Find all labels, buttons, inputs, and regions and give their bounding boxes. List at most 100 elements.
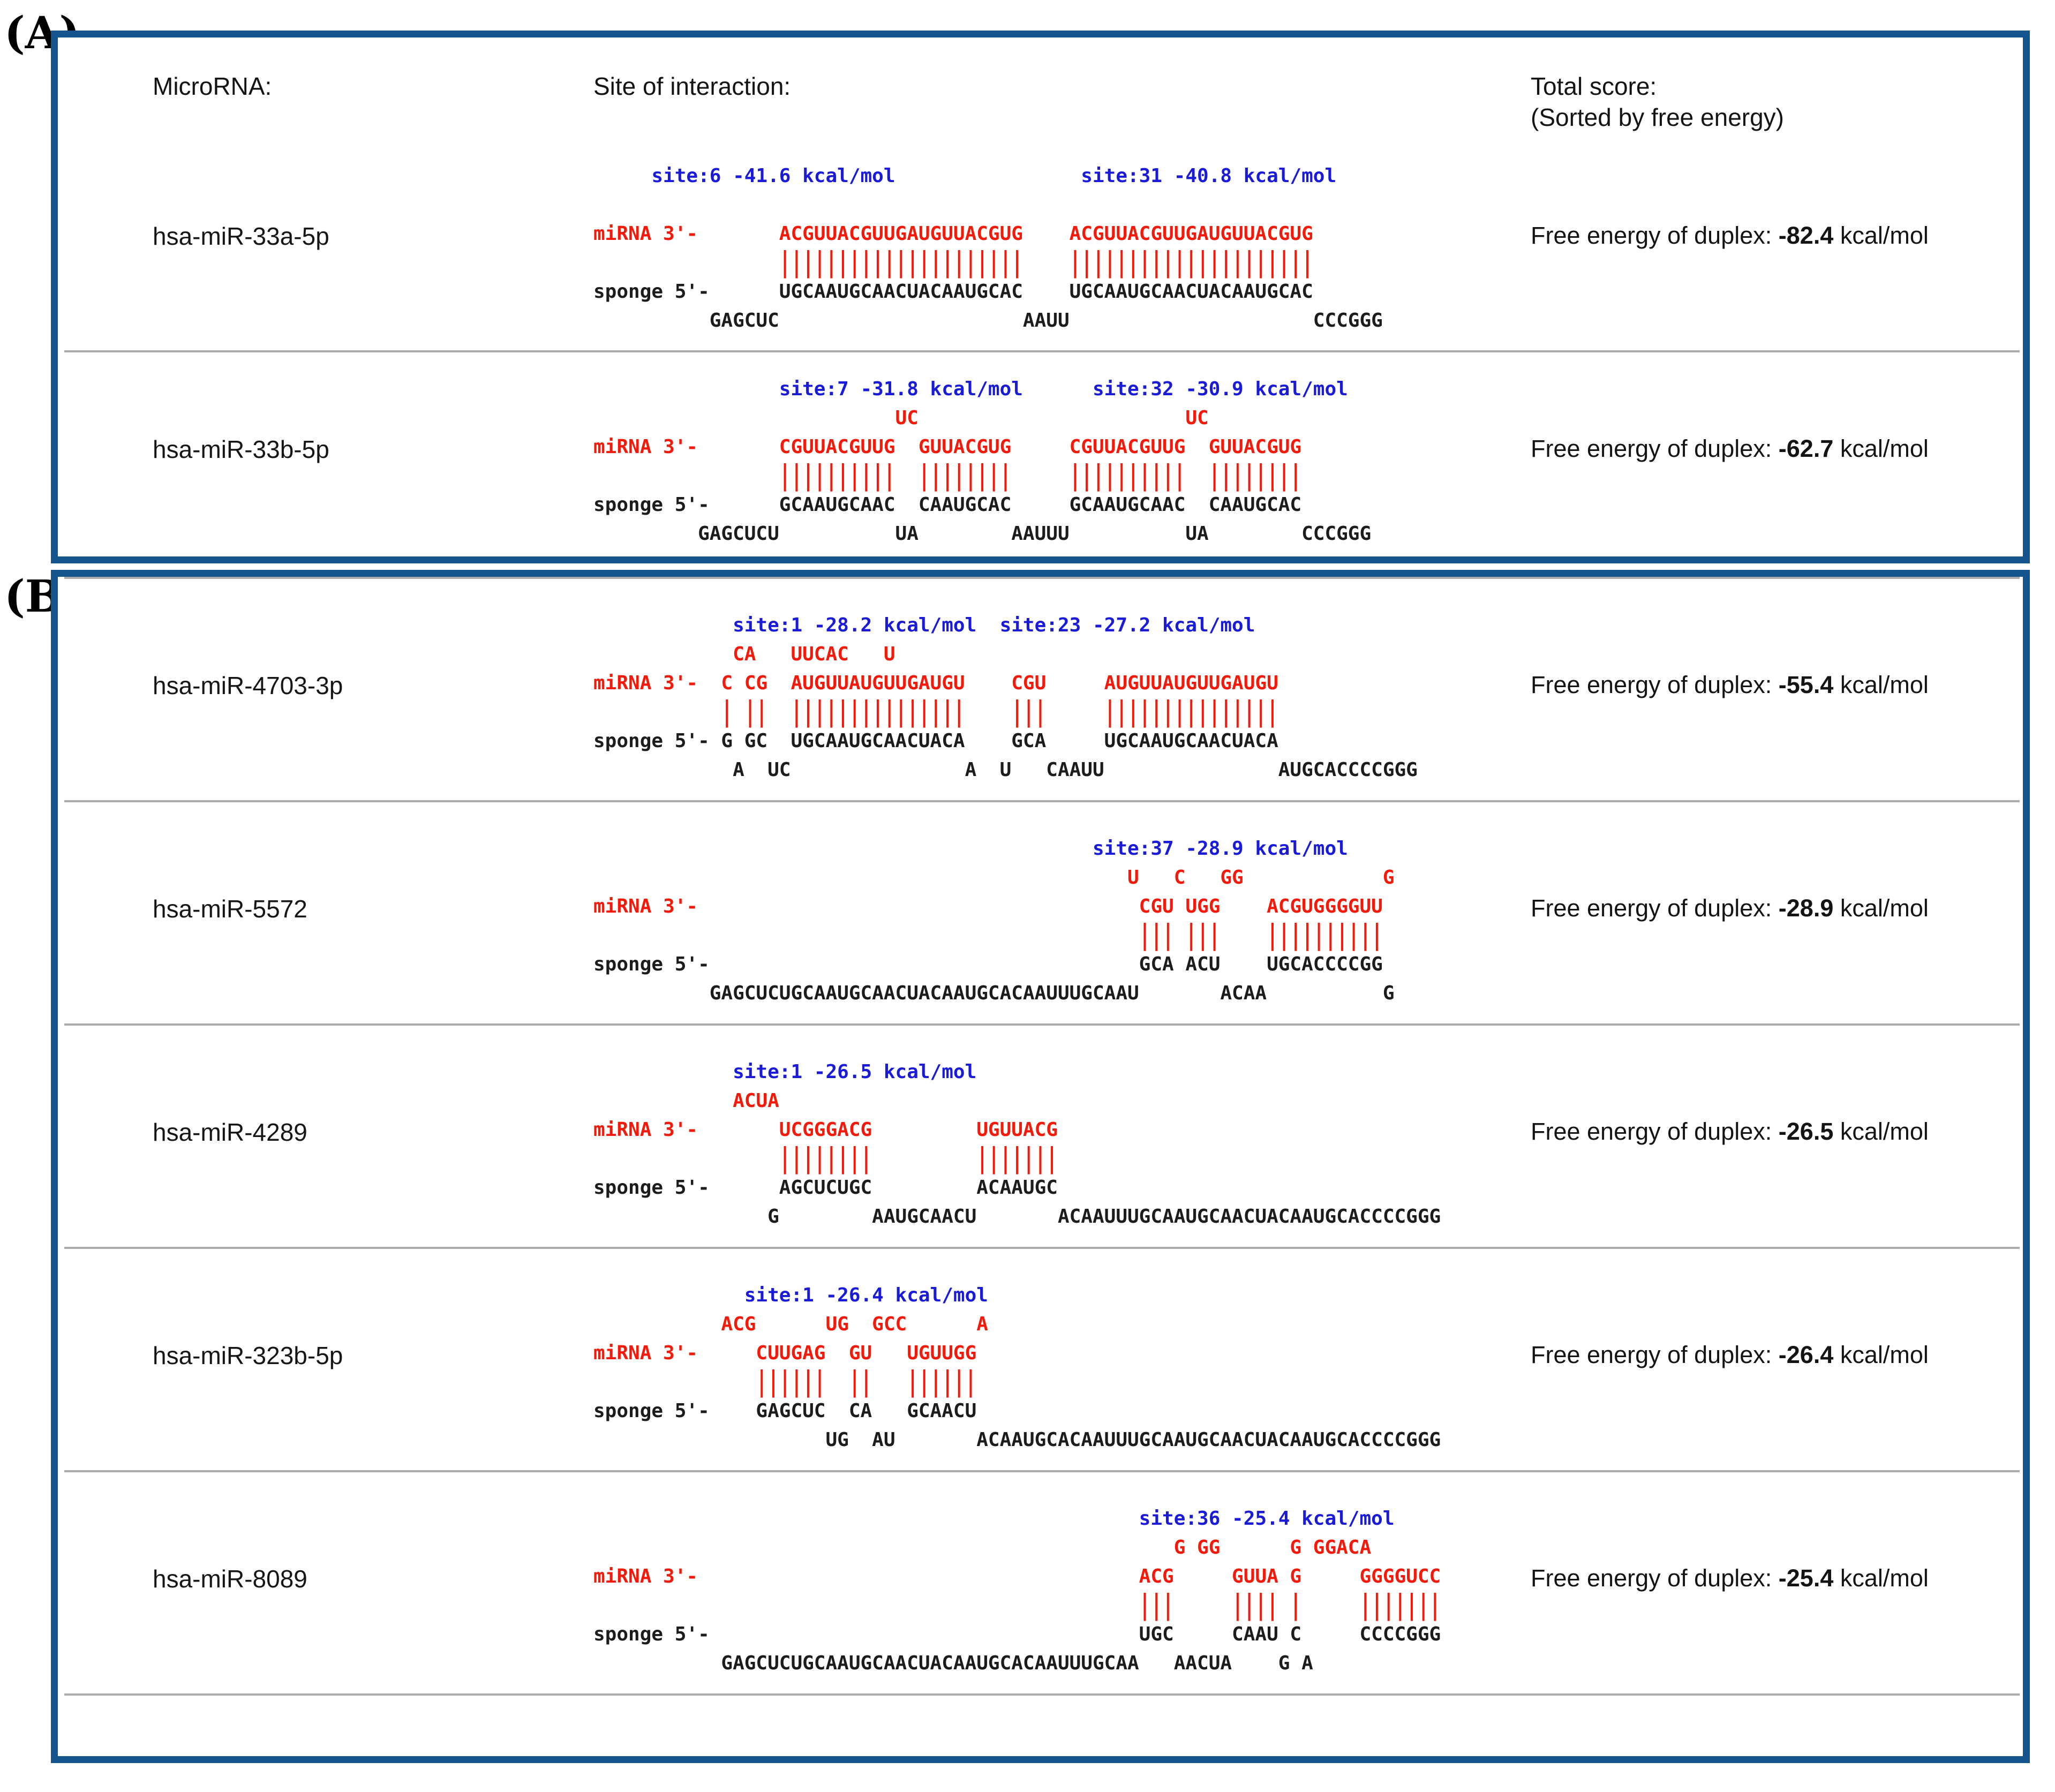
alignment-line-sponge: sponge 5'- UGCAAUGCAACUACAAUGCAC UGCAAUG… [593,281,1313,303]
header-site-of-interaction: Site of interaction: [593,72,791,100]
alignment-line-site: site:36 -25.4 kcal/mol [593,1508,1395,1530]
header-total-score-line1: Total score: [1531,72,1657,100]
alignment-line-sponge: sponge 5'- GAGCUC CA GCAACU [593,1400,977,1422]
alignment-line-pairs: ||||||||||||||||||||| ||||||||||||||||||… [593,246,1313,278]
free-energy-value: -55.4 [1778,671,1834,698]
alignment-line-pairs: ||| ||| |||||||||| [593,919,1383,951]
alignment-block: site:1 -26.5 kcal/mol ACUA miRNA 3'- UCG… [593,1058,1531,1231]
free-energy-unit: kcal/mol [1840,435,1929,462]
alignment-line-pairs: | || ||||||||||||||| ||| ||||||||||||||| [593,696,1278,728]
alignment-line-mirna: miRNA 3'- CGUUACGUUG GUUACGUG CGUUACGUUG… [593,436,1302,458]
alignment-line-mirna: miRNA 3'- UCGGGACG UGUUACG [593,1119,1058,1141]
free-energy-unit: kcal/mol [1840,222,1929,249]
alignment-line-site: site:1 -26.5 kcal/mol [593,1061,977,1083]
free-energy: Free energy of duplex: -62.7 kcal/mol [1531,375,2023,548]
alignment-line-sponge: sponge 5'- GCAAUGCAAC CAAUGCAC GCAAUGCAA… [593,494,1302,516]
alignment-line-site: site:37 -28.9 kcal/mol [593,838,1348,860]
alignment-line-unpaired: GAGCUC AAUU CCCGGG [593,310,1383,332]
free-energy-prefix: Free energy of duplex: [1531,222,1772,249]
row-divider [64,577,2020,579]
free-energy-prefix: Free energy of duplex: [1531,1118,1772,1145]
free-energy-value: -26.4 [1778,1341,1834,1368]
alignment-line-mirna: miRNA 3'- CUUGAG GU UGUUGG [593,1342,977,1364]
alignment-line-unpaired: GAGCUCUGCAAUGCAACUACAAUGCACAAUUUGCAAU AC… [593,982,1395,1004]
mirna-row-4703-3p: hsa-miR-4703-3p site:1 -28.2 kcal/mol si… [58,579,2023,800]
header-microrna: MicroRNA: [153,72,272,100]
free-energy-prefix: Free energy of duplex: [1531,1564,1772,1592]
row-divider [64,1247,2020,1249]
free-energy-unit: kcal/mol [1840,671,1929,698]
alignment-line-sponge: sponge 5'- UGC CAAU C CCCCGGG [593,1623,1441,1645]
alignment-line-site: site:7 -31.8 kcal/mol site:32 -30.9 kcal… [593,378,1348,400]
header-total-score: Total score: (Sorted by free energy) [1531,71,2023,139]
alignment-line-mirna: miRNA 3'- C CG AUGUUAUGUUGAUGU CGU AUGUU… [593,672,1278,694]
table-header: MicroRNA: Site of interaction: Total sco… [58,37,2023,139]
mirna-row-323b-5p: hsa-miR-323b-5p site:1 -26.4 kcal/mol AC… [58,1249,2023,1470]
header-total-score-line2: (Sorted by free energy) [1531,103,1785,131]
free-energy-value: -82.4 [1778,222,1834,249]
mirna-name: hsa-miR-8089 [153,1565,307,1593]
row-divider [64,1023,2020,1026]
alignment-line-unpaired: G AAUGCAACU ACAAUUUGCAAUGCAACUACAAUGCACC… [593,1206,1441,1228]
row-divider [64,800,2020,802]
mirna-row-8089: hsa-miR-8089 site:36 -25.4 kcal/mol G GG… [58,1472,2023,1693]
alignment-line-bulge: ACUA [593,1090,779,1112]
free-energy-unit: kcal/mol [1840,1564,1929,1592]
alignment-line-bulge: CA UUCAC U [593,643,895,665]
mirna-name: hsa-miR-4703-3p [153,672,343,699]
free-energy-unit: kcal/mol [1840,1341,1929,1368]
alignment-line-unpaired: UG AU ACAAUGCACAAUUUGCAAUGCAACUACAAUGCAC… [593,1429,1441,1451]
free-energy: Free energy of duplex: -55.4 kcal/mol [1531,611,2023,785]
free-energy-prefix: Free energy of duplex: [1531,671,1772,698]
alignment-block: site:7 -31.8 kcal/mol site:32 -30.9 kcal… [593,375,1531,548]
mirna-row-4289: hsa-miR-4289 site:1 -26.5 kcal/mol ACUA … [58,1026,2023,1247]
alignment-block: site:1 -26.4 kcal/mol ACG UG GCC A miRNA… [593,1281,1531,1455]
alignment-block: site:6 -41.6 kcal/mol site:31 -40.8 kcal… [593,162,1531,335]
row-divider [64,1693,2020,1696]
free-energy-value: -28.9 [1778,894,1834,922]
alignment-line-blank [593,191,1531,220]
alignment-line-site: site:6 -41.6 kcal/mol site:31 -40.8 kcal… [593,165,1337,187]
mirna-row-33a-5p: hsa-miR-33a-5p site:6 -41.6 kcal/mol sit… [58,139,2023,350]
free-energy-value: -26.5 [1778,1118,1834,1145]
alignment-line-bulge: G GG G GGACA [593,1537,1372,1558]
panel-a: MicroRNA: Site of interaction: Total sco… [51,31,2030,563]
alignment-line-bulge: ACG UG GCC A [593,1313,988,1335]
free-energy-value: -25.4 [1778,1564,1834,1592]
alignment-block: site:1 -28.2 kcal/mol site:23 -27.2 kcal… [593,611,1531,785]
alignment-block: site:36 -25.4 kcal/mol G GG G GGACA miRN… [593,1504,1531,1678]
alignment-line-unpaired: A UC A U CAAUU AUGCACCCCGGG [593,759,1418,781]
mirna-row-5572: hsa-miR-5572 site:37 -28.9 kcal/mol U C … [58,802,2023,1023]
free-energy-unit: kcal/mol [1840,894,1929,922]
mirna-name: hsa-miR-33a-5p [153,222,329,250]
free-energy: Free energy of duplex: -26.4 kcal/mol [1531,1281,2023,1455]
alignment-line-mirna: miRNA 3'- ACG GUUA G GGGGUCC [593,1565,1441,1587]
free-energy: Free energy of duplex: -25.4 kcal/mol [1531,1504,2023,1678]
mirna-row-33b-5p: hsa-miR-33b-5p site:7 -31.8 kcal/mol sit… [58,352,2023,563]
alignment-line-mirna: miRNA 3'- CGU UGG ACGUGGGGUU [593,895,1383,917]
free-energy: Free energy of duplex: -82.4 kcal/mol [1531,162,2023,335]
mirna-name: hsa-miR-323b-5p [153,1342,343,1369]
free-energy-prefix: Free energy of duplex: [1531,435,1772,462]
free-energy-unit: kcal/mol [1840,1118,1929,1145]
alignment-line-pairs: |||||||||| |||||||| |||||||||| |||||||| [593,460,1302,492]
row-divider [64,350,2020,352]
mirna-name: hsa-miR-33b-5p [153,435,329,463]
alignment-line-bulge: U C GG G [593,867,1395,889]
free-energy: Free energy of duplex: -26.5 kcal/mol [1531,1058,2023,1231]
alignment-line-sponge: sponge 5'- GCA ACU UGCACCCCGG [593,953,1383,975]
free-energy-prefix: Free energy of duplex: [1531,894,1772,922]
row-divider [64,1470,2020,1472]
free-energy: Free energy of duplex: -28.9 kcal/mol [1531,834,2023,1008]
alignment-line-pairs: |||||| || |||||| [593,1366,977,1398]
alignment-line-site: site:1 -26.4 kcal/mol [593,1284,988,1306]
alignment-line-unpaired: GAGCUCUGCAAUGCAACUACAAUGCACAAUUUGCAA AAC… [593,1652,1313,1674]
alignment-line-unpaired: GAGCUCU UA AAUUU UA CCCGGG [593,523,1372,545]
alignment-line-pairs: |||||||| ||||||| [593,1142,1058,1174]
free-energy-prefix: Free energy of duplex: [1531,1341,1772,1368]
alignment-line-sponge: sponge 5'- G GC UGCAAUGCAACUACA GCA UGCA… [593,730,1278,752]
free-energy-value: -62.7 [1778,435,1834,462]
mirna-name: hsa-miR-4289 [153,1118,307,1146]
alignment-block: site:37 -28.9 kcal/mol U C GG G miRNA 3'… [593,834,1531,1008]
